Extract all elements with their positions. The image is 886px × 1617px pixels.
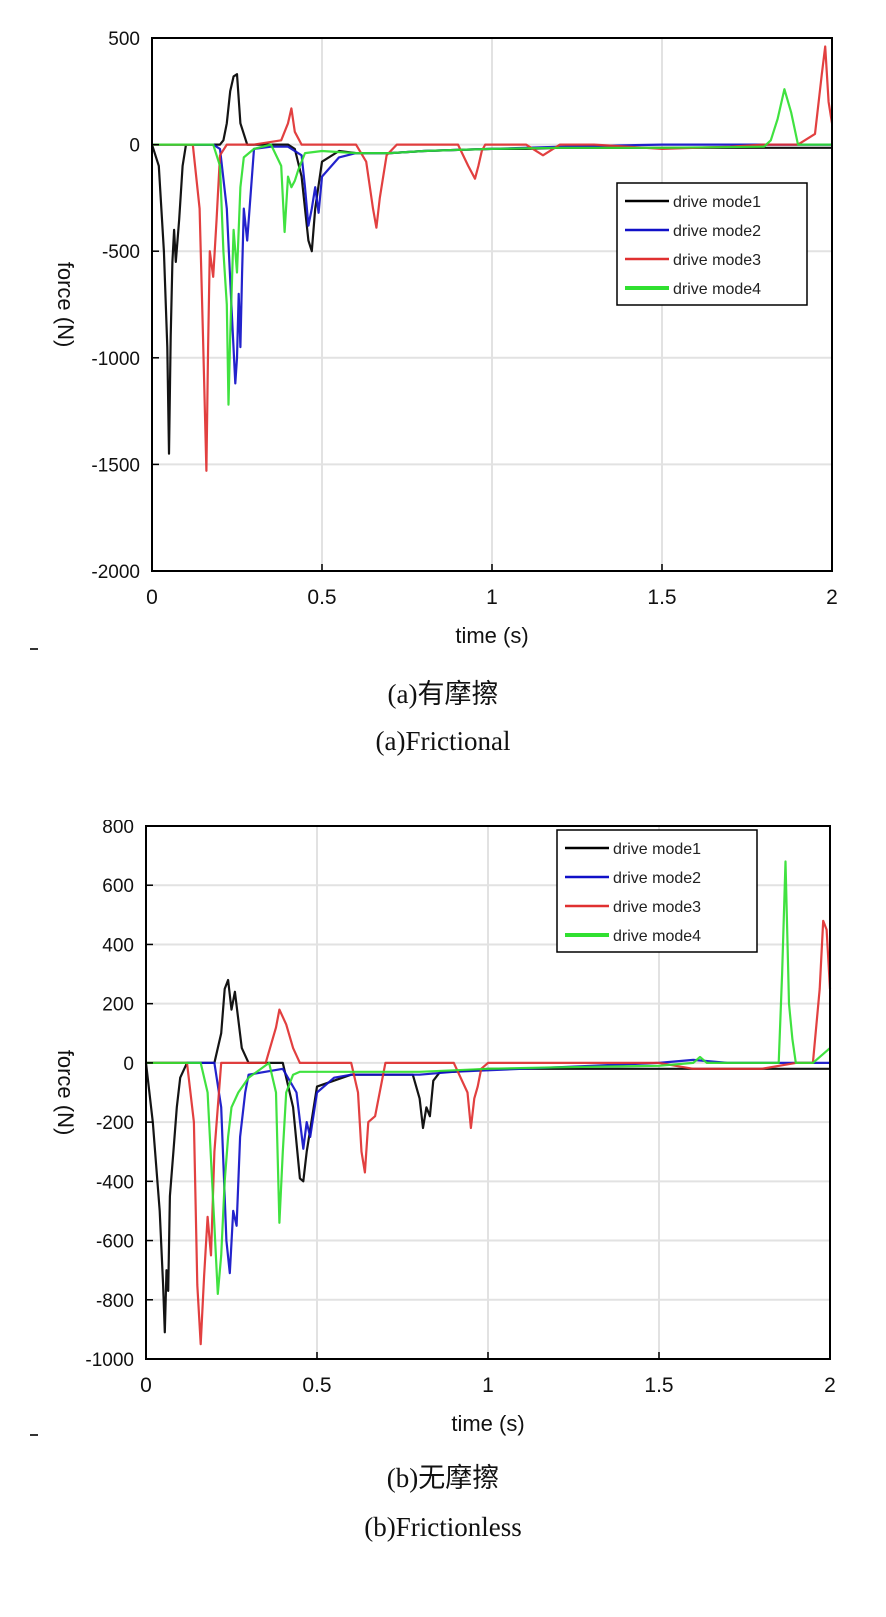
- y-tick-label: -500: [102, 242, 140, 263]
- legend: drive mode1 drive mode2 drive mode3 drive m…: [556, 829, 758, 953]
- series-line-mode4: [146, 860, 831, 1295]
- series-line-mode1: [144, 978, 830, 1334]
- stray-mark: [30, 1434, 38, 1436]
- x-tick-label: 0.5: [307, 586, 336, 609]
- x-axis-label: time (s): [451, 1411, 524, 1436]
- y-tick-label: -2000: [91, 562, 140, 583]
- x-tick-label: 1: [482, 1374, 494, 1397]
- series-line-mode4: [152, 88, 832, 406]
- caption-a-english: (a)Frictional: [375, 726, 511, 756]
- y-tick-label: 400: [102, 935, 134, 956]
- legend-label-mode4: drive mode4: [613, 928, 701, 945]
- x-tick-label: 2: [826, 586, 838, 609]
- legend-box: [616, 182, 808, 306]
- y-tick-label: 600: [102, 876, 134, 897]
- y-tick-label: -200: [96, 1113, 134, 1134]
- force-chart-frictionless: 0 0.5 1 1.5 2 800 600 400 200 0 -200 -400 -600 -800 -1…: [53, 817, 836, 1436]
- legend-label-mode4: drive mode4: [673, 281, 761, 298]
- chart-panel-frictional: 0 0.5 1 1.5 2 500 0 -500 -1000 -1500 -2000 time (s)…: [0, 0, 886, 800]
- y-tick-label: -1000: [91, 349, 140, 370]
- y-tick-label: 800: [102, 820, 134, 838]
- y-tick-label: 500: [108, 29, 140, 50]
- force-chart-frictional: 0 0.5 1 1.5 2 500 0 -500 -1000 -1500 -2000 time (s)…: [53, 29, 838, 648]
- x-tick-label: 1: [486, 586, 498, 609]
- y-tick-label: -400: [96, 1172, 134, 1193]
- caption-b-english: (b)Frictionless: [364, 1512, 522, 1542]
- y-tick-label: -1000: [85, 1350, 134, 1371]
- x-tick-label: 1.5: [647, 586, 676, 609]
- legend-label-mode2: drive mode2: [673, 223, 761, 240]
- y-tick-label: 200: [102, 995, 134, 1016]
- caption-b-chinese: (b)无摩擦: [386, 1463, 500, 1493]
- caption-a-chinese: (a)有摩擦: [387, 679, 499, 709]
- legend-label-mode1: drive mode1: [673, 194, 761, 211]
- chart-panel-frictionless: 0 0.5 1 1.5 2 800 600 400 200 0 -200 -400 -600 -800 -1…: [0, 817, 886, 1617]
- series-line-mode3: [146, 919, 832, 1346]
- legend-label-mode1: drive mode1: [613, 841, 701, 858]
- legend-box: [556, 829, 758, 953]
- y-tick-label: -1500: [91, 455, 140, 476]
- y-axis-label: force (N): [53, 1050, 78, 1136]
- x-axis-label: time (s): [455, 623, 528, 648]
- y-axis-label: force (N): [53, 262, 78, 348]
- y-tick-label: 0: [123, 1054, 134, 1075]
- stray-mark: [30, 648, 38, 650]
- legend-label-mode2: drive mode2: [613, 870, 701, 887]
- x-tick-label: 0.5: [302, 1374, 331, 1397]
- y-tick-label: -600: [96, 1232, 134, 1253]
- x-tick-label: 2: [824, 1374, 836, 1397]
- x-tick-label: 0: [140, 1374, 152, 1397]
- x-tick-label: 1.5: [644, 1374, 673, 1397]
- y-tick-label: 0: [129, 136, 140, 157]
- x-tick-label: 0: [146, 586, 158, 609]
- legend-label-mode3: drive mode3: [673, 252, 761, 269]
- legend-label-mode3: drive mode3: [613, 899, 701, 916]
- y-tick-label: -800: [96, 1291, 134, 1312]
- legend: drive mode1 drive mode2 drive mode3 drive m…: [616, 182, 808, 306]
